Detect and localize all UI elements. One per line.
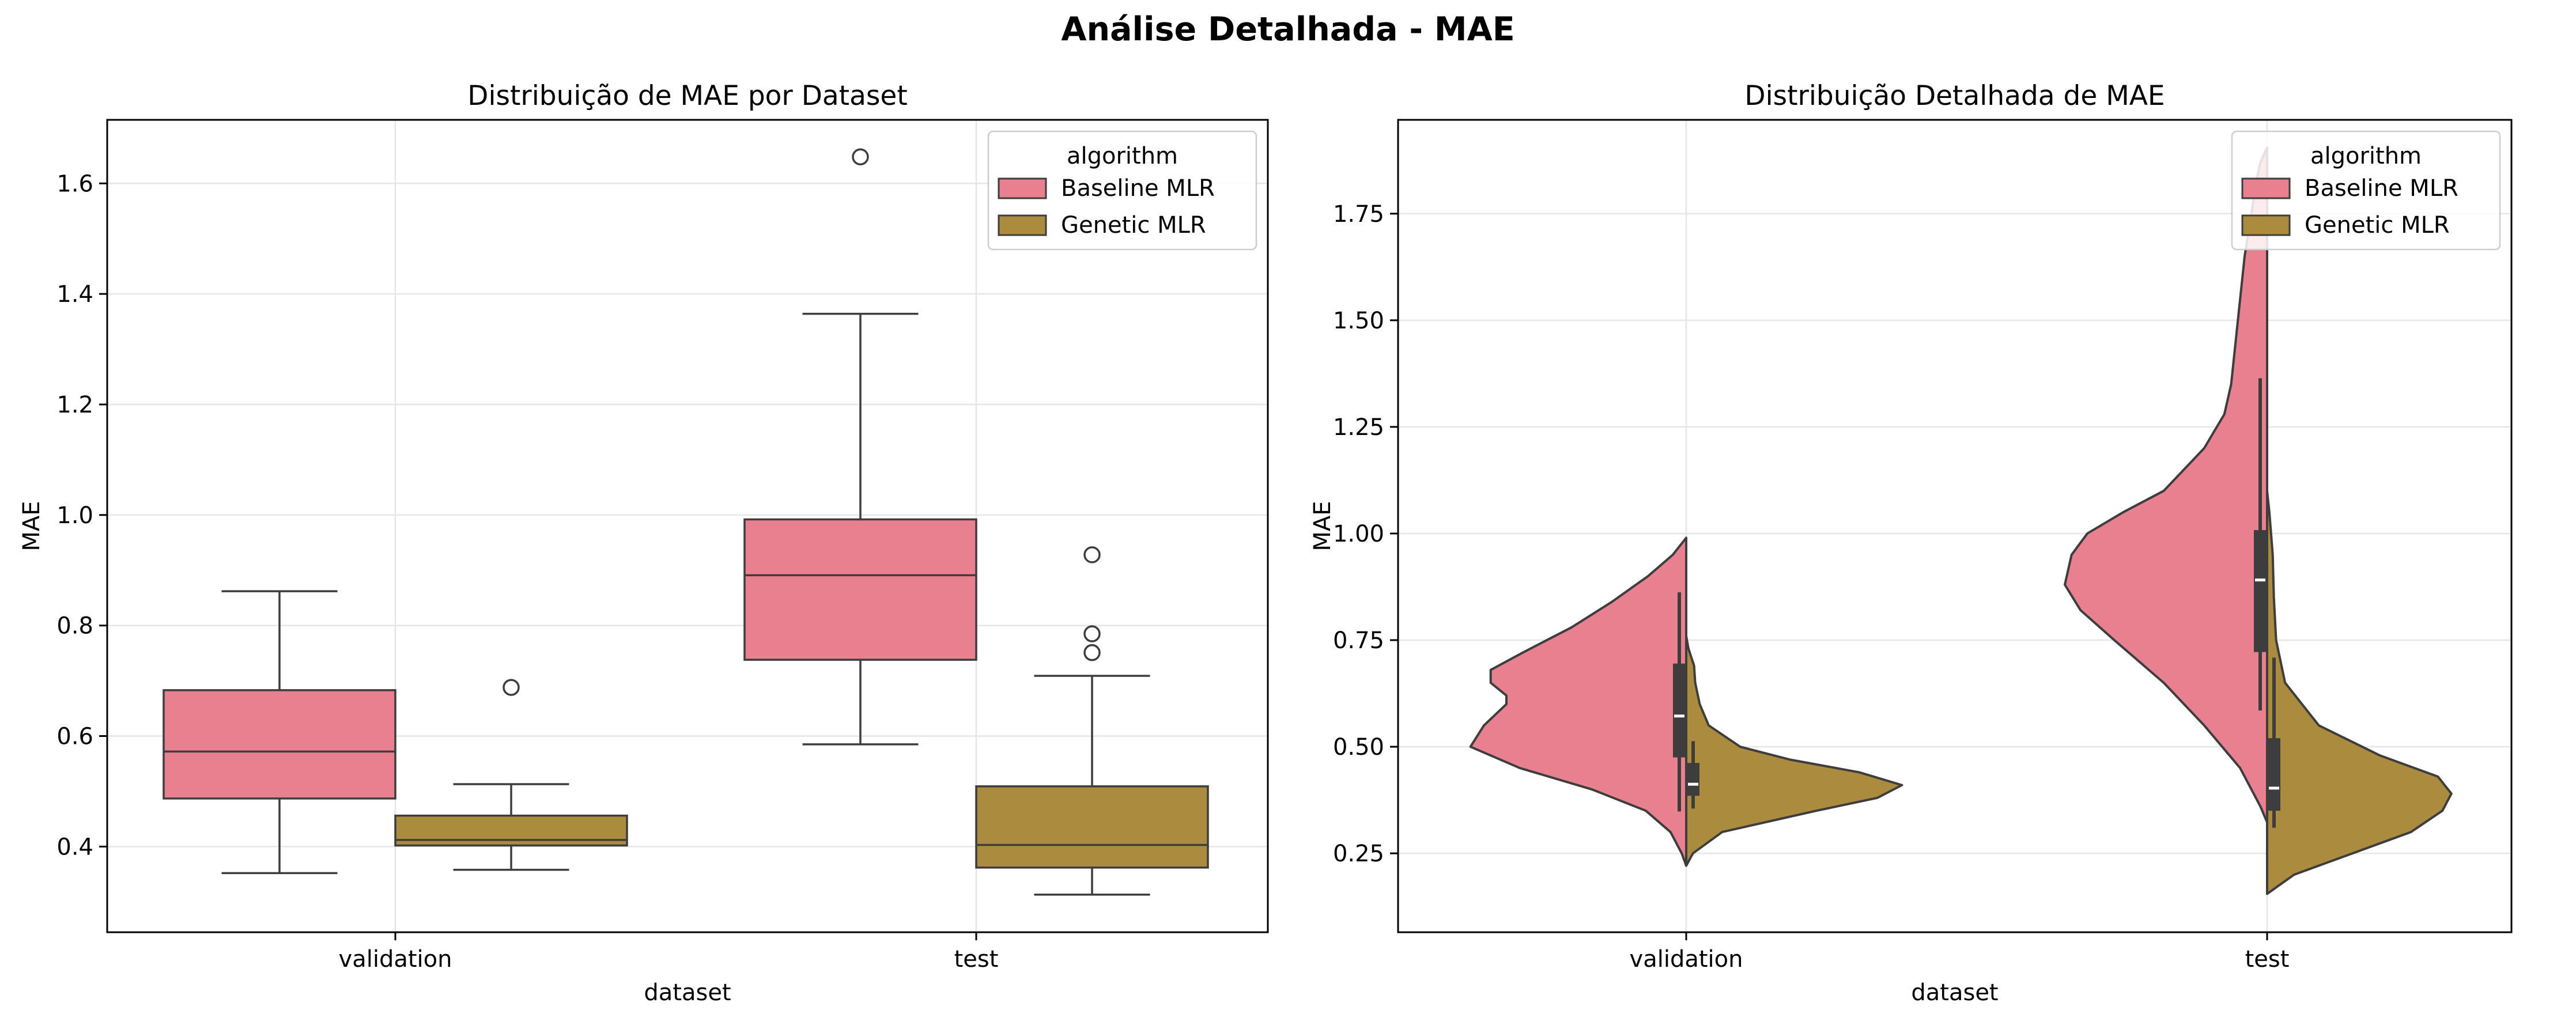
- violin-genetic-mlr-test: [2266, 489, 2453, 895]
- x-axis-label: dataset: [1911, 979, 1998, 1006]
- y-tick-label: 0.8: [56, 613, 93, 640]
- y-axis-label: MAE: [18, 501, 45, 551]
- legend: algorithm Baseline MLR Genetic MLR: [987, 130, 1257, 251]
- legend-swatch: [998, 177, 1047, 199]
- y-axis-ticks: 0.25 0.50 0.75 1.00 1.25 1.50 1.75: [1333, 201, 1398, 867]
- box-iqr: [975, 785, 1209, 869]
- y-tick-label: 1.0: [56, 502, 93, 529]
- legend-swatch: [2241, 177, 2291, 199]
- x-tick-label: validation: [1630, 946, 1743, 973]
- y-tick-label: 0.4: [56, 834, 93, 860]
- plot-area: [1469, 146, 2453, 895]
- inner-box-baseline-mlr-test: [2254, 378, 2267, 711]
- chart-panel-2: 0.25 0.50 0.75 1.00 1.25 1.50 1.75 validation te…: [1309, 80, 2513, 1006]
- x-tick-label: test: [2245, 946, 2290, 973]
- box-iqr: [163, 689, 396, 800]
- x-axis-ticks: validation test: [1630, 932, 2290, 973]
- chart-panel-1: 0.4 0.6 0.8 1.0 1.2 1.4 1.6 validation test datas…: [18, 80, 1269, 1006]
- outlier-point: [1083, 546, 1101, 563]
- outlier-point: [852, 148, 869, 166]
- y-tick-label: 0.75: [1333, 627, 1384, 654]
- outlier-point: [1083, 625, 1101, 642]
- x-tick-label: test: [954, 946, 999, 973]
- y-tick-label: 0.6: [56, 723, 93, 750]
- legend-title: algorithm: [2310, 143, 2422, 169]
- inner-box-genetic-mlr-test: [2268, 657, 2280, 828]
- legend-title: algorithm: [1067, 143, 1178, 169]
- box-iqr: [394, 814, 628, 847]
- legend-label: Genetic MLR: [1061, 212, 1206, 239]
- y-tick-label: 1.25: [1333, 414, 1384, 441]
- violin-genetic-mlr-validation: [1685, 634, 1903, 867]
- y-tick-label: 0.25: [1333, 841, 1384, 867]
- y-tick-label: 1.4: [56, 281, 93, 308]
- legend-frame: [2231, 130, 2501, 251]
- x-axis-label: dataset: [644, 979, 731, 1006]
- box-genetic-mlr-test: [975, 546, 1209, 896]
- box-genetic-mlr-validation: [394, 679, 628, 871]
- chart-title: Distribuição Detalhada de MAE: [1744, 80, 2165, 112]
- y-axis-label: MAE: [1309, 501, 1336, 551]
- y-tick-label: 1.50: [1333, 308, 1384, 334]
- chart-title: Distribuição de MAE por Dataset: [467, 80, 908, 112]
- violin-baseline-mlr-validation: [1469, 536, 1687, 867]
- y-tick-label: 0.50: [1333, 734, 1384, 761]
- axes-frame: [1397, 119, 2513, 933]
- legend: algorithm Baseline MLR Genetic MLR: [2231, 130, 2501, 251]
- inner-iqr: [2254, 530, 2267, 652]
- inner-box-baseline-mlr-validation: [1673, 592, 1686, 812]
- outlier-point: [1083, 644, 1101, 661]
- box-baseline-mlr-validation: [163, 590, 396, 875]
- legend-label: Baseline MLR: [1061, 175, 1215, 202]
- inner-iqr: [1687, 763, 1699, 796]
- inner-iqr: [1673, 663, 1686, 758]
- figure-title: Análise Detalhada - MAE: [1061, 10, 1515, 48]
- y-tick-label: 1.2: [56, 392, 93, 418]
- x-tick-label: validation: [339, 946, 452, 973]
- legend-swatch: [2241, 214, 2291, 236]
- axes-frame: [106, 119, 1269, 933]
- inner-box-genetic-mlr-validation: [1687, 741, 1699, 809]
- legend-label: Genetic MLR: [2305, 212, 2450, 239]
- legend-label: Baseline MLR: [2305, 175, 2458, 202]
- x-axis-ticks: validation test: [339, 932, 999, 973]
- box-iqr: [743, 518, 977, 661]
- y-axis-ticks: 0.4 0.6 0.8 1.0 1.2 1.4 1.6: [56, 171, 107, 860]
- outlier-point: [503, 679, 520, 696]
- legend-swatch: [998, 214, 1047, 236]
- y-tick-label: 1.00: [1333, 521, 1384, 547]
- inner-iqr: [2268, 738, 2280, 811]
- plot-area: [163, 148, 1209, 896]
- box-baseline-mlr-test: [743, 148, 977, 746]
- legend-frame: [987, 130, 1257, 251]
- y-tick-label: 1.75: [1333, 201, 1384, 228]
- y-tick-label: 1.6: [56, 171, 93, 197]
